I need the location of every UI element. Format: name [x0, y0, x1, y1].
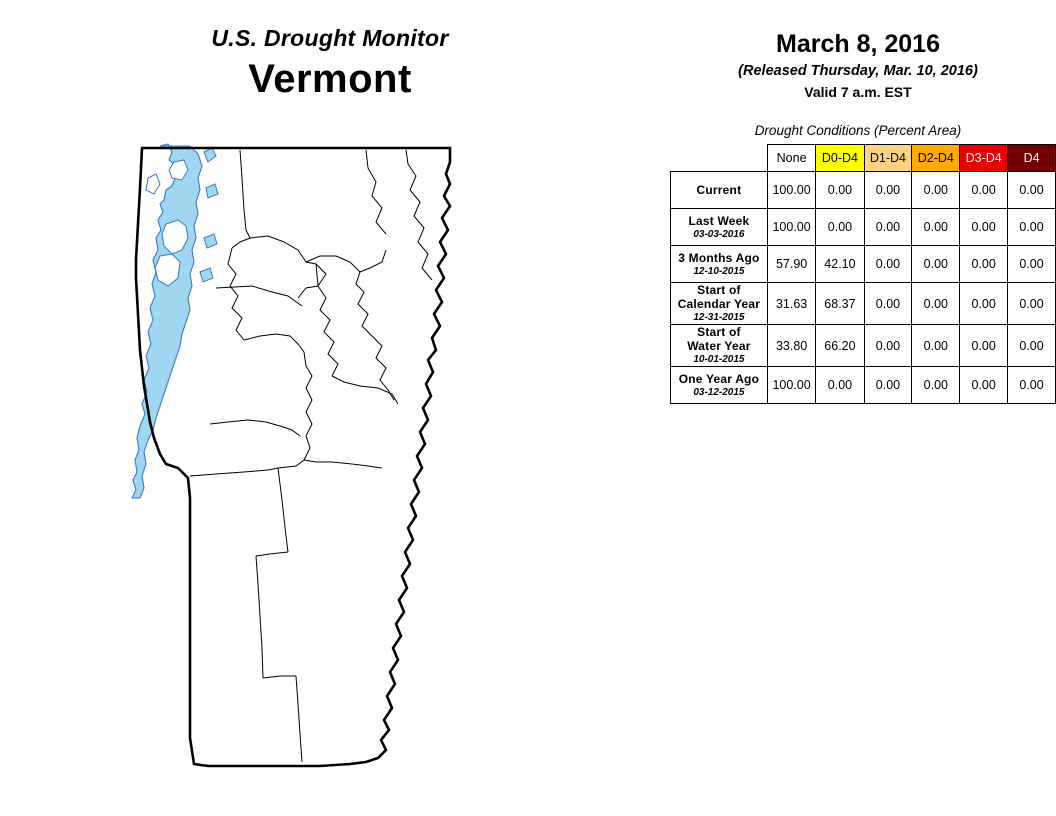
- table-row: Start of Water Year 10-01-2015 33.80 66.20 0.…: [670, 324, 1056, 368]
- cell-r1-c4: 0.00: [959, 208, 1009, 246]
- row-label-date: 12-10-2015: [693, 265, 745, 277]
- cell-r2-c0: 57.90: [766, 245, 817, 283]
- row-label-1: Last Week 03-03-2016: [670, 208, 768, 246]
- table-row: Current 100.00 0.00 0.00 0.00 0.00 0.00: [670, 171, 1056, 209]
- valid-date: March 8, 2016: [776, 30, 940, 58]
- valid-time: Valid 7 a.m. EST: [804, 84, 912, 101]
- cell-r0-c1: 0.00: [815, 171, 865, 209]
- cell-r1-c2: 0.00: [863, 208, 913, 246]
- cell-r2-c2: 0.00: [863, 245, 913, 283]
- row-label-0: Current: [670, 171, 768, 209]
- table-row: Last Week 03-03-2016 100.00 0.00 0.00 0.00 0.0…: [670, 208, 1056, 246]
- row-label-line: Start of: [697, 283, 741, 297]
- row-label-line: Current: [696, 182, 742, 197]
- vermont-state-outline: [134, 146, 452, 768]
- cell-r2-c1: 42.10: [815, 245, 865, 283]
- cell-r1-c5: 0.00: [1007, 208, 1056, 246]
- cell-r2-c5: 0.00: [1007, 245, 1056, 283]
- row-label-date: 03-12-2015: [693, 386, 745, 398]
- cell-r2-c3: 0.00: [911, 245, 961, 283]
- cell-r3-c0: 31.63: [766, 281, 817, 326]
- cell-r5-c0: 100.00: [766, 366, 817, 405]
- released-date: (Released Thursday, Mar. 10, 2016): [738, 62, 978, 79]
- date-block: March 8, 2016 (Released Thursday, Mar. 1…: [660, 30, 1056, 101]
- info-panel: March 8, 2016 (Released Thursday, Mar. 1…: [660, 0, 1056, 816]
- row-label-4: Start of Water Year 10-01-2015: [670, 324, 768, 368]
- table-body: Current 100.00 0.00 0.00 0.00 0.00 0.00 Last We…: [670, 171, 1056, 405]
- cell-r4-c5: 0.00: [1007, 324, 1056, 368]
- row-label-line: 3 Months Ago: [678, 250, 760, 265]
- cell-r2-c4: 0.00: [959, 245, 1009, 283]
- county-boundaries: [189, 149, 433, 763]
- column-header-none: None: [766, 144, 817, 172]
- row-label-3: Start of Calendar Year 12-31-2015: [670, 281, 768, 326]
- cell-r3-c2: 0.00: [863, 281, 913, 326]
- row-label-date: 03-03-2016: [693, 228, 745, 240]
- cell-r5-c3: 0.00: [911, 366, 961, 405]
- vermont-map-svg: [131, 143, 452, 768]
- cell-r3-c4: 0.00: [959, 281, 1009, 326]
- drought-map[interactable]: [120, 138, 520, 798]
- map-panel: U.S. Drought Monitor Vermont: [0, 25, 660, 798]
- cell-r3-c1: 68.37: [815, 281, 865, 326]
- row-label-5: One Year Ago 03-12-2015: [670, 366, 768, 405]
- cell-r0-c5: 0.00: [1007, 171, 1056, 209]
- row-label-line: Water Year: [687, 339, 751, 354]
- cell-r0-c3: 0.00: [911, 171, 961, 209]
- cell-r0-c2: 0.00: [863, 171, 913, 209]
- column-header-d2-d4: D2-D4: [911, 144, 961, 172]
- cell-r5-c5: 0.00: [1007, 366, 1056, 405]
- page-title: U.S. Drought Monitor: [211, 25, 449, 51]
- cell-r3-c5: 0.00: [1007, 281, 1056, 326]
- cell-r0-c0: 100.00: [766, 171, 817, 209]
- table-row: 3 Months Ago 12-10-2015 57.90 42.10 0.00 0.00…: [670, 245, 1056, 283]
- cell-r5-c1: 0.00: [815, 366, 865, 405]
- column-header-d1-d4: D1-D4: [863, 144, 913, 172]
- cell-r5-c4: 0.00: [959, 366, 1009, 405]
- row-label-line: One Year Ago: [678, 371, 760, 386]
- column-header-d3-d4: D3-D4: [959, 144, 1009, 172]
- cell-r5-c2: 0.00: [863, 366, 913, 405]
- row-label-date: 12-31-2015: [693, 312, 745, 324]
- cell-r4-c2: 0.00: [863, 324, 913, 368]
- cell-r0-c4: 0.00: [959, 171, 1009, 209]
- table-row: Start of Calendar Year 12-31-2015 31.63 68.3…: [670, 281, 1056, 326]
- cell-r1-c0: 100.00: [766, 208, 817, 246]
- cell-r3-c3: 0.00: [911, 281, 961, 326]
- drought-conditions-table-wrap: None D0-D4 D1-D4 D2-D4 D3-D4 D4 Current 1…: [670, 144, 1056, 405]
- drought-conditions-table: None D0-D4 D1-D4 D2-D4 D3-D4 D4 Current 1…: [670, 144, 1056, 405]
- row-label-date: 10-01-2015: [693, 354, 745, 366]
- table-corner-blank: [671, 145, 768, 172]
- cell-r4-c4: 0.00: [959, 324, 1009, 368]
- column-header-d4: D4: [1007, 144, 1056, 172]
- state-title: Vermont: [248, 57, 412, 102]
- title-block: U.S. Drought Monitor Vermont: [0, 25, 660, 103]
- table-caption: Drought Conditions (Percent Area): [754, 123, 962, 138]
- cell-r4-c1: 66.20: [815, 324, 865, 368]
- row-label-line: Start of: [697, 325, 741, 340]
- table-header-row: None D0-D4 D1-D4 D2-D4 D3-D4 D4: [671, 144, 1056, 172]
- lake-champlain-shape: [131, 143, 219, 499]
- cell-r4-c0: 33.80: [766, 324, 817, 368]
- cell-r4-c3: 0.00: [911, 324, 961, 368]
- cell-r1-c3: 0.00: [911, 208, 961, 246]
- column-header-d0-d4: D0-D4: [815, 144, 865, 172]
- row-label-line: Calendar Year: [677, 297, 761, 312]
- row-label-2: 3 Months Ago 12-10-2015: [670, 245, 768, 283]
- cell-r1-c1: 0.00: [815, 208, 865, 246]
- row-label-line: Last Week: [688, 213, 750, 228]
- table-row: One Year Ago 03-12-2015 100.00 0.00 0.00 0.00…: [670, 366, 1056, 405]
